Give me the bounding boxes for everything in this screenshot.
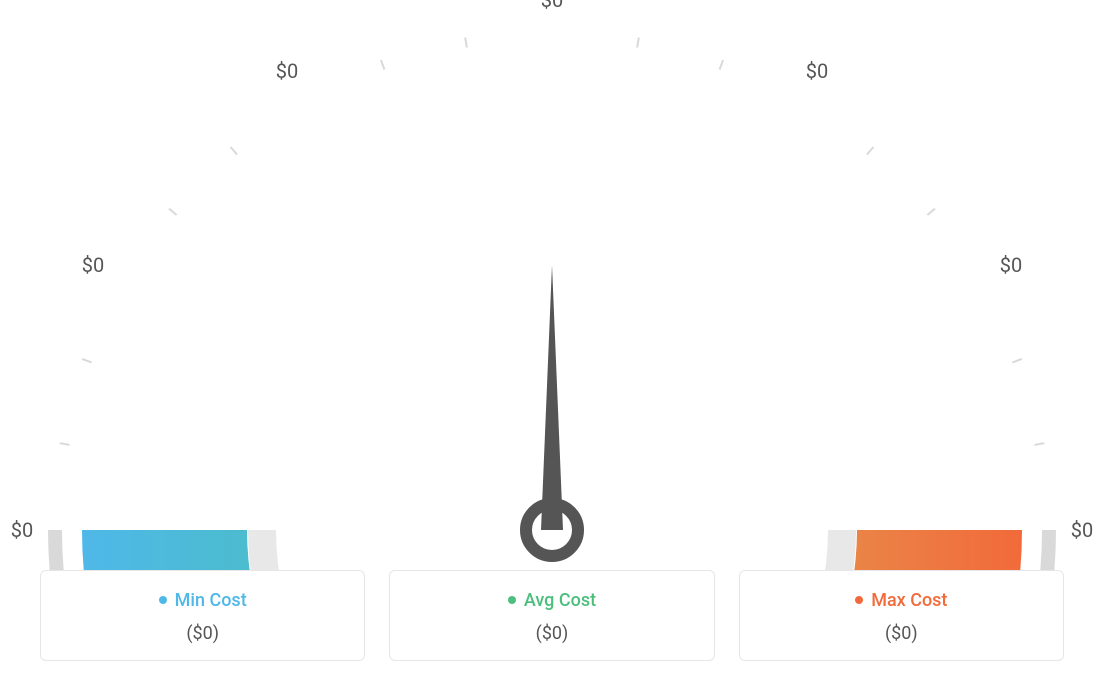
legend-value: ($0) (51, 623, 354, 644)
dot-icon (508, 596, 516, 604)
legend-card-avg: Avg Cost ($0) (389, 570, 714, 661)
gauge-tick-label: $0 (11, 518, 33, 542)
dot-icon (855, 596, 863, 604)
legend-value: ($0) (400, 623, 703, 644)
gauge-tick-label: $0 (806, 59, 828, 83)
gauge-chart: $0 $0 $0 $0 $0 $0 $0 (0, 0, 1104, 570)
gauge-svg (0, 0, 1104, 570)
legend-row: Min Cost ($0) Avg Cost ($0) Max Cost ($0… (0, 570, 1104, 661)
legend-label: Min Cost (175, 590, 247, 611)
legend-value: ($0) (750, 623, 1053, 644)
gauge-tick-label: $0 (82, 253, 104, 277)
legend-label: Max Cost (871, 590, 947, 611)
gauge-tick-label: $0 (541, 0, 563, 12)
dot-icon (159, 596, 167, 604)
gauge-tick-label: $0 (1071, 518, 1093, 542)
legend-card-max: Max Cost ($0) (739, 570, 1064, 661)
legend-card-min: Min Cost ($0) (40, 570, 365, 661)
legend-label: Avg Cost (524, 590, 596, 611)
gauge-tick-label: $0 (1000, 253, 1022, 277)
gauge-tick-label: $0 (276, 59, 298, 83)
